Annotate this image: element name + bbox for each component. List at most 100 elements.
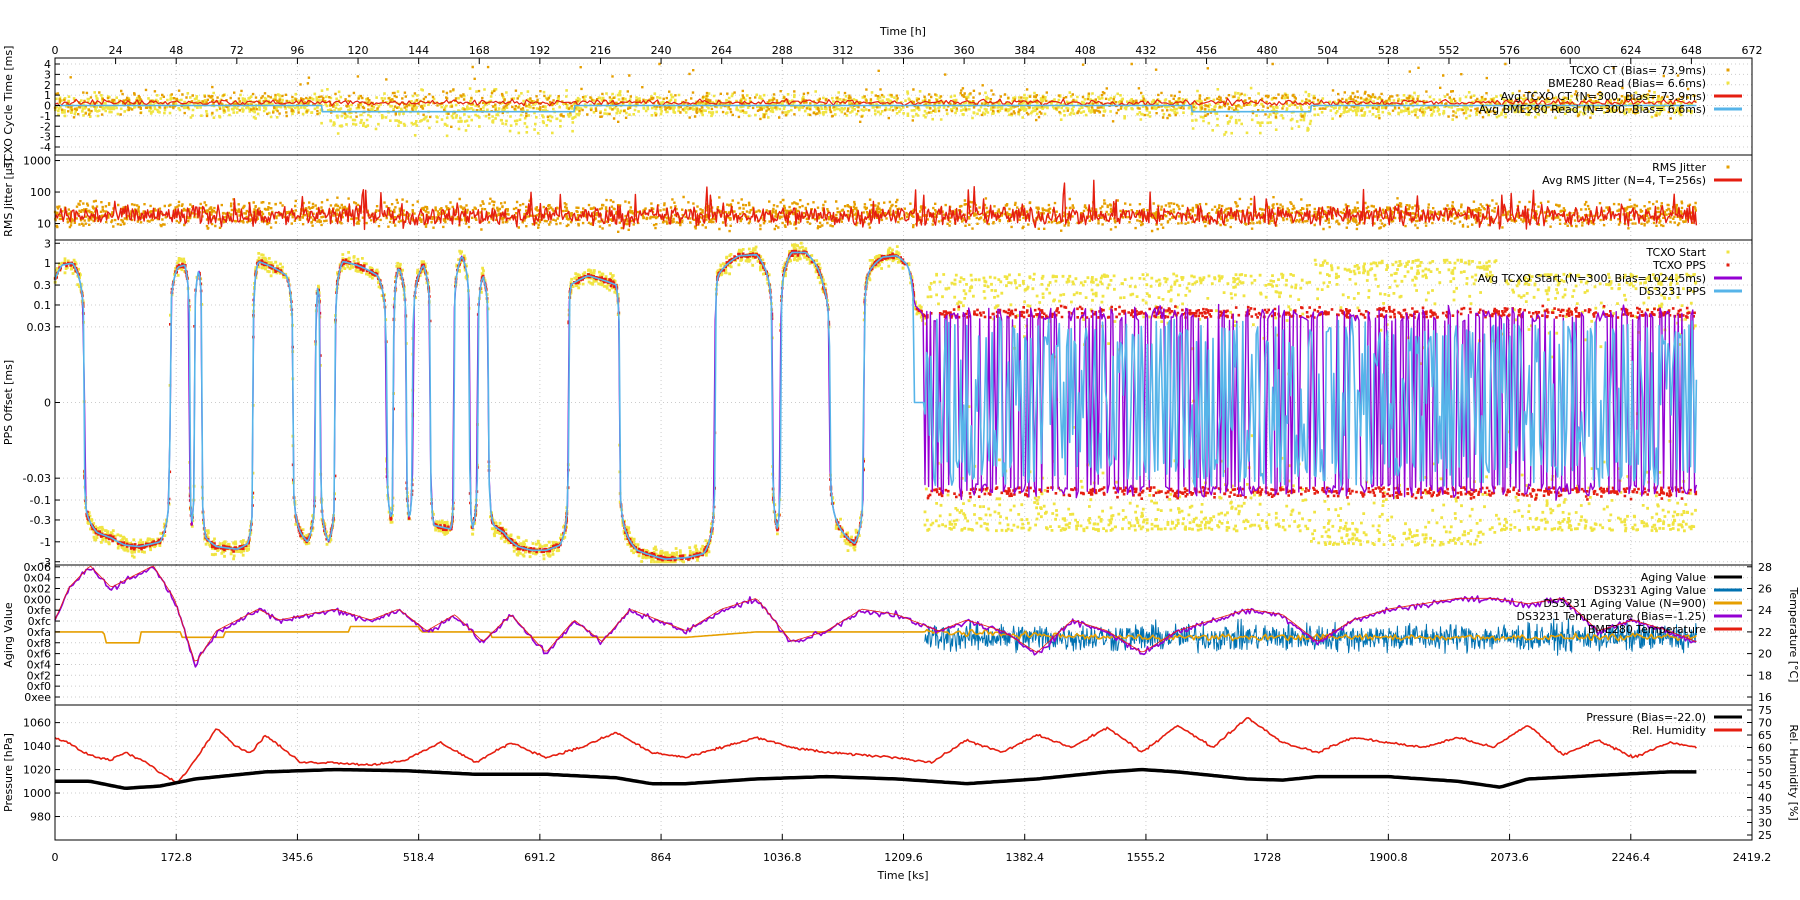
legend-label: DS3231 PPS [1639,285,1706,298]
scatter-layer [53,62,1698,564]
top-tick-label: 384 [1014,44,1035,57]
top-tick-label: 432 [1135,44,1156,57]
top-tick-label: 144 [408,44,429,57]
y-tick-label: 3 [44,68,51,81]
y-axis-title: Pressure [hPa] [2,733,15,812]
y-tick-label: 100 [30,186,51,199]
rel-humidity-line [54,717,1697,784]
y2-tick-label: 26 [1758,583,1772,596]
y2-tick-label: 55 [1758,754,1772,767]
y-axis-title: PPS Offset [ms] [2,360,15,445]
y2-tick-label: 22 [1758,626,1772,639]
y-tick-label: -1 [40,110,51,123]
legend-label: Avg RMS Jitter (N=4, T=256s) [1542,174,1706,187]
top-tick-label: 288 [772,44,793,57]
y-tick-label: 0xf4 [27,658,51,671]
top-tick-label: 528 [1378,44,1399,57]
y-tick-label: 1 [44,257,51,270]
top-tick-label: 552 [1438,44,1459,57]
top-tick-label: 240 [651,44,672,57]
top-tick-label: 0 [52,44,59,57]
y-tick-label: -0.3 [30,514,51,527]
y-tick-label: 0.3 [34,279,52,292]
top-tick-label: 72 [230,44,244,57]
y-tick-label: -4 [40,141,51,154]
y2-tick-label: 40 [1758,792,1772,805]
bottom-tick-label: 1209.6 [884,851,923,864]
y-tick-label: 1040 [23,740,51,753]
legend-label: TCXO Start [1645,246,1706,259]
y-tick-label: -3 [40,556,51,569]
ds3231-temperature-line [54,566,1697,668]
avg-bme280-read-line [55,104,1697,113]
y-tick-label: 3 [44,237,51,250]
y2-tick-label: 16 [1758,691,1772,704]
legend-swatch-dot [1726,250,1730,254]
legend-layer: TCXO CT (Bias= 73.9ms)BME280 Read (Bias=… [1478,64,1742,737]
tcxo-ct-dots [53,62,1696,128]
legend-label: DS3231 Aging Value [1594,584,1706,597]
top-tick-label: 360 [954,44,975,57]
y-tick-label: 0xf2 [27,669,51,682]
pressure-line [55,767,1697,790]
top-tick-label: 48 [169,44,183,57]
legend-label: RMS Jitter [1652,161,1706,174]
top-tick-label: 216 [590,44,611,57]
y-tick-label: -1 [40,536,51,549]
top-tick-label: 168 [469,44,490,57]
legend-label: DS3231 Temperature (Bias=-1.25) [1517,610,1706,623]
legend-label: TCXO PPS [1652,259,1706,272]
y-tick-label: 0xf0 [27,680,51,693]
legend-label: Avg BME280 Read (N=300, Bias= 6.6ms) [1479,103,1706,116]
y-tick-label: 1 [44,89,51,102]
bottom-tick-label: 2246.4 [1612,851,1651,864]
y2-axis-title: Rel. Humidity [%] [1787,724,1800,820]
y-tick-label: 1000 [23,155,51,168]
top-tick-label: 480 [1257,44,1278,57]
top-tick-label: 312 [832,44,853,57]
y-tick-label: -3 [40,131,51,144]
y2-tick-label: 25 [1758,829,1772,842]
legend-label: Pressure (Bias=-22.0) [1586,711,1706,724]
y-tick-label: 2 [44,79,51,92]
y-tick-label: 0xfc [28,615,51,628]
top-tick-label: 336 [893,44,914,57]
bottom-tick-label: 518.4 [403,851,435,864]
axes-layer: 0 172.8 345.6 518.4 691.2 864 1036.8 1209.6 1382… [2,44,1800,864]
top-tick-label: 24 [109,44,123,57]
legend-label: BME280 Temperature [1588,623,1706,636]
y-tick-label: 0x04 [23,572,51,585]
y-tick-label: 4 [44,58,51,71]
top-tick-label: 672 [1742,44,1763,57]
y2-tick-label: 60 [1758,742,1772,755]
y2-tick-label: 35 [1758,804,1772,817]
y-tick-label: 0xfa [27,626,51,639]
bottom-tick-label: 345.6 [282,851,314,864]
y-tick-label: 0xf8 [27,637,51,650]
y-tick-label: 1060 [23,717,51,730]
top-tick-label: 192 [529,44,550,57]
y2-tick-label: 18 [1758,669,1772,682]
bottom-tick-label: 2419.2 [1733,851,1772,864]
y2-tick-label: 75 [1758,704,1772,717]
y-tick-label: 0.1 [34,299,52,312]
legend-swatch-dot [1726,81,1730,85]
legend-label: BME280 Read (Bias= 6.6ms) [1548,77,1706,90]
y-tick-label: 0x06 [23,561,51,574]
y-tick-label: -0.03 [23,472,51,485]
legend-label: Avg TCXO CT (N=300, Bias= 73.9ms) [1501,90,1706,103]
y-tick-label: 10 [37,218,51,231]
bottom-tick-label: 864 [651,851,672,864]
bottom-tick-label: 1036.8 [763,851,802,864]
y2-tick-label: 45 [1758,779,1772,792]
legend-label: Aging Value [1641,571,1706,584]
y2-tick-label: 20 [1758,648,1772,661]
bottom-tick-label: 691.2 [524,851,556,864]
ds3231-pps-line [54,251,1698,560]
y-tick-label: 1000 [23,787,51,800]
top-tick-label: 600 [1560,44,1581,57]
y-tick-label: 0 [44,397,51,410]
top-axis-title: Time [h] [879,25,926,38]
bme280-temperature-line [54,565,1697,662]
y-axis-title: Aging Value [2,602,15,667]
